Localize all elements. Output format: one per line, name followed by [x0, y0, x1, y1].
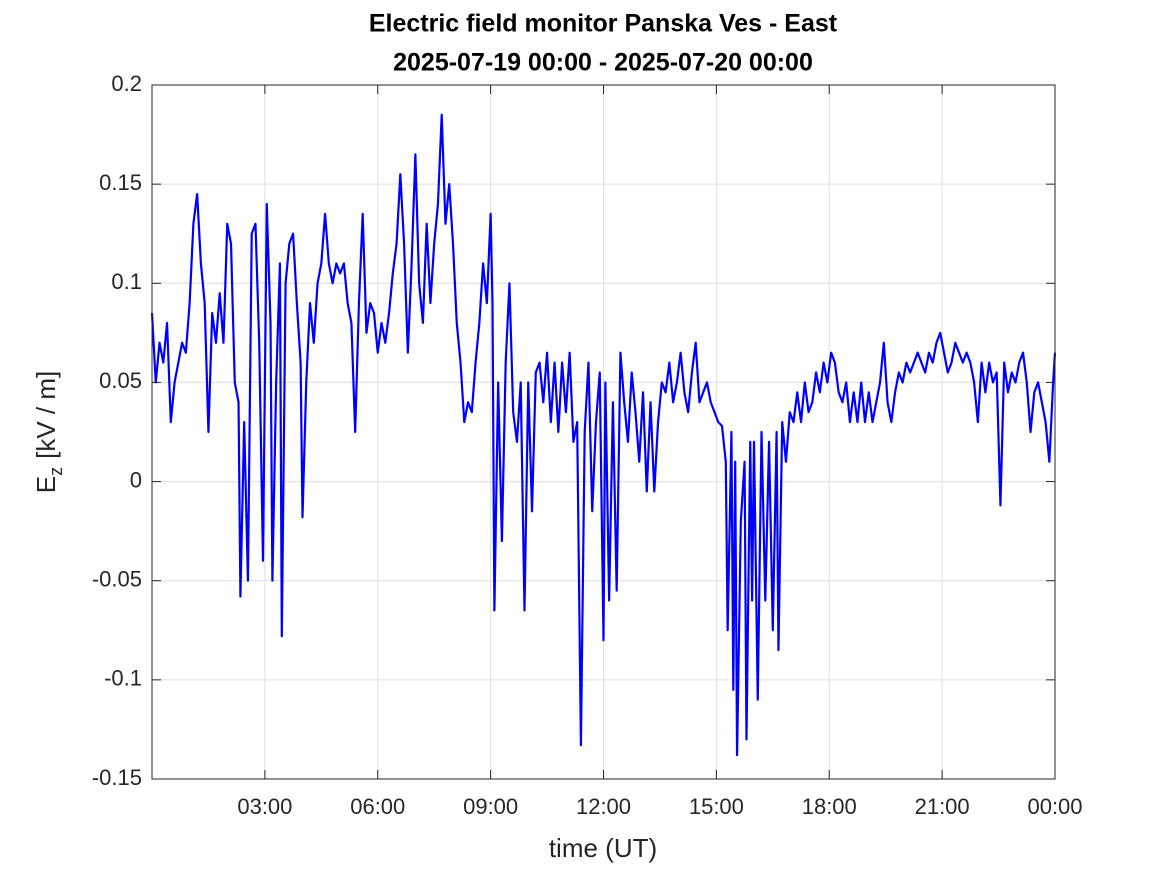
- y-axis-unit: [kV / m]: [31, 371, 61, 459]
- y-tick-label: 0.1: [111, 269, 142, 294]
- y-axis-subscript: z: [46, 467, 66, 476]
- x-tick-label: 03:00: [237, 794, 292, 819]
- y-tick-label: -0.15: [92, 765, 142, 790]
- x-tick-label: 09:00: [463, 794, 518, 819]
- data-line: [150, 113, 1057, 757]
- y-tick-label: 0: [130, 467, 142, 492]
- x-tick-label: 18:00: [802, 794, 857, 819]
- y-tick-label: 0.05: [99, 368, 142, 393]
- y-tick-label: -0.1: [104, 666, 142, 691]
- x-tick-label: 00:00: [1027, 794, 1082, 819]
- y-axis-symbol: E: [31, 476, 61, 493]
- y-tick-label: -0.05: [92, 567, 142, 592]
- chart-title: Electric field monitor Panska Ves - East: [369, 10, 838, 38]
- y-tick-label: 0.15: [99, 170, 142, 195]
- x-tick-label: 21:00: [915, 794, 970, 819]
- x-tick-label: 15:00: [689, 794, 744, 819]
- chart-subtitle: 2025-07-19 00:00 - 2025-07-20 00:00: [393, 49, 813, 77]
- y-axis-label: Ez [kV / m]: [31, 371, 66, 493]
- x-axis-label: time (UT): [549, 833, 657, 863]
- axes-box: [151, 84, 1056, 780]
- y-tick-label: 0.2: [111, 71, 142, 96]
- x-tick-label: 12:00: [576, 794, 631, 819]
- x-tick-label: 06:00: [350, 794, 405, 819]
